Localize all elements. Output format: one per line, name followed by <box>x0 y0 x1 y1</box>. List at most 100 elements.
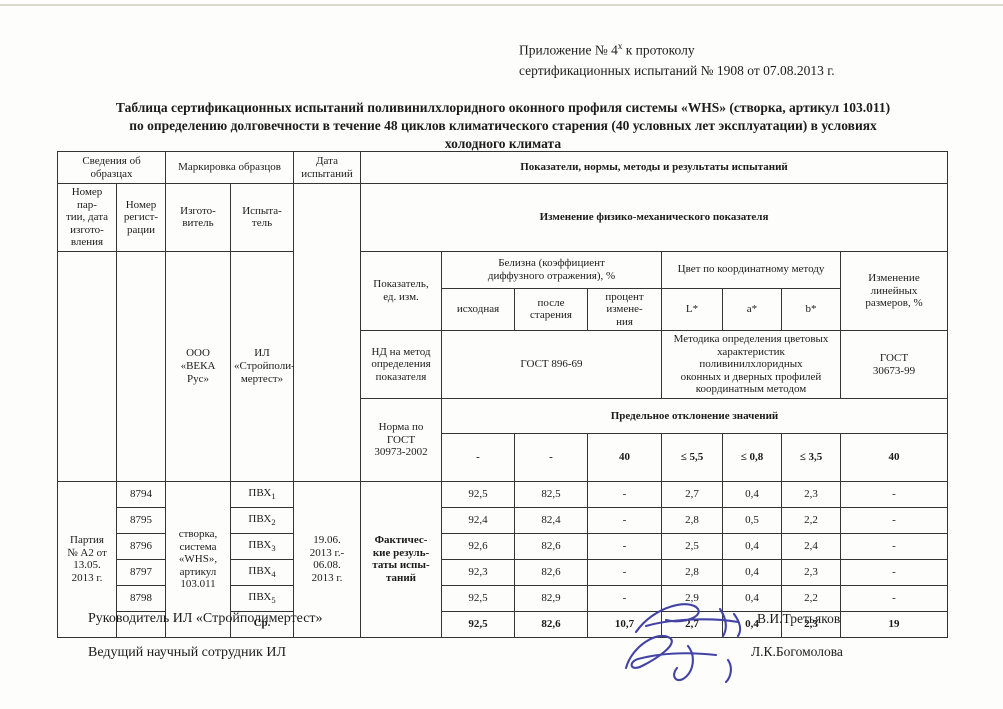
certification-table: Сведения об образцах Маркировка образцов… <box>57 151 949 638</box>
result-value-cell: 19 <box>839 610 949 638</box>
result-value-cell: 0,5 <box>722 506 782 534</box>
result-value-cell: 92,5 <box>441 480 515 508</box>
nd-whiteness-method: ГОСТ 896-69 <box>441 330 662 399</box>
header-after-aging: после старения <box>514 287 588 332</box>
nd-color-method: Методика определения цветовых характерис… <box>661 330 841 399</box>
header-b: b* <box>781 287 841 332</box>
header-batch-number: Номер пар- тии, дата изгото- вления <box>57 183 117 252</box>
sample-id-label: ПВХ <box>248 564 272 577</box>
result-value-cell: 82,9 <box>514 584 588 612</box>
result-value-cell: - <box>587 480 662 508</box>
result-value-cell: 92,5 <box>441 610 515 638</box>
result-value-cell: 2,8 <box>661 506 723 534</box>
sample-id-cell: ПВХ3 <box>230 532 294 560</box>
result-value-cell: 0,4 <box>722 532 782 560</box>
date-range-cell: 19.06. 2013 г.- 06.08. 2013 г. <box>293 480 361 638</box>
sample-id-label: ПВХ <box>248 538 272 551</box>
result-value-cell: - <box>587 558 662 586</box>
header-initial: исходная <box>441 287 515 332</box>
appendix-suffix: к протоколу <box>622 42 695 58</box>
tester-value-cell: ИЛ «Стройполи- мертест» <box>230 250 294 482</box>
sample-id-cell: ПВХ4 <box>230 558 294 586</box>
sample-id-label: ПВХ <box>248 512 272 525</box>
sample-id-cell: ПВХ2 <box>230 506 294 534</box>
norm-value-cell: - <box>514 432 588 482</box>
table-row: 8796 ПВХ3 92,6 82,6 - 2,5 0,4 2,4 - <box>58 532 949 560</box>
result-value-cell: - <box>587 506 662 534</box>
test-date-empty-cell <box>293 183 361 482</box>
signatory-role-1: Руководитель ИЛ «Стройполимертест» <box>88 611 323 626</box>
signatory-name-1: В.И.Третьяков <box>757 611 841 626</box>
result-value-cell: 2,7 <box>661 480 723 508</box>
group-header-marking: Маркировка образцов <box>165 151 294 184</box>
norm-value-cell: 40 <box>839 432 949 482</box>
norm-value-cell: ≤ 3,5 <box>781 432 841 482</box>
result-value-cell: 2,2 <box>781 506 841 534</box>
result-value-cell: - <box>839 506 949 534</box>
sample-id-cell: Ср. <box>230 610 294 638</box>
sample-id-cell: ПВХ1 <box>230 480 294 508</box>
result-value-cell: 82,6 <box>514 610 588 638</box>
handwritten-signatures <box>624 603 742 684</box>
header-manufacturer: Изгото- витель <box>165 183 231 252</box>
norm-value-cell: ≤ 5,5 <box>661 432 723 482</box>
document-title: Таблица сертификационных испытаний полив… <box>115 100 891 152</box>
result-value-cell: 82,6 <box>514 532 588 560</box>
reg-number-cell <box>116 610 166 638</box>
result-value-cell: 82,6 <box>514 558 588 586</box>
signatory-name-2: Л.К.Богомолова <box>751 644 843 659</box>
result-value-cell: - <box>839 480 949 508</box>
empty-cell <box>116 250 166 482</box>
norm-value-cell: - <box>441 432 515 482</box>
sample-id-subscript: 4 <box>271 569 276 580</box>
result-value-cell: 0,4 <box>722 480 782 508</box>
result-value-cell: 82,4 <box>514 506 588 534</box>
sample-id-label: Ср. <box>253 616 271 629</box>
sample-id-subscript: 5 <box>271 595 276 606</box>
group-header-indicators: Показатели, нормы, методы и результаты и… <box>359 151 949 184</box>
result-value-cell: 92,6 <box>441 532 515 560</box>
result-value-cell: - <box>839 584 949 612</box>
norm-value-cell: 40 <box>587 432 662 482</box>
header-percent-change: процент измене- ния <box>587 287 662 332</box>
sample-id-label: ПВХ <box>248 590 272 603</box>
table-row: Партия № А2 от 13.05. 2013 г. 8794 створ… <box>57 480 949 638</box>
sample-id-subscript: 3 <box>271 543 276 554</box>
header-linear-change: Изменение линейных размеров, % <box>839 250 949 332</box>
result-value-cell: 0,4 <box>722 610 782 638</box>
result-value-cell: 92,4 <box>441 506 515 534</box>
result-value-cell: 92,3 <box>441 558 515 586</box>
header-reg-number: Номер регист- рации <box>116 183 166 252</box>
result-value-cell: 2,3 <box>781 558 841 586</box>
result-value-cell: 0,4 <box>722 558 782 586</box>
result-value-cell: 2,4 <box>781 532 841 560</box>
appendix-line-1: Приложение № 4х к протоколу <box>519 40 835 61</box>
appendix-note: Приложение № 4х к протоколу сертификацио… <box>519 40 835 81</box>
header-a: a* <box>722 287 782 332</box>
header-tester: Испыта- тель <box>230 183 294 252</box>
sample-id-cell: ПВХ5 <box>230 584 294 612</box>
scan-edge-artifact <box>0 4 1003 6</box>
header-indicator-unit: Показатель, ед. изм. <box>360 250 442 332</box>
appendix-prefix: Приложение № 4 <box>519 42 618 58</box>
reg-number-cell: 8796 <box>116 532 166 560</box>
result-value-cell: 2,5 <box>661 532 723 560</box>
result-value-cell: - <box>587 532 662 560</box>
sample-id-subscript: 2 <box>271 517 276 528</box>
result-value-cell: 2,2 <box>781 584 841 612</box>
appendix-superscript: х <box>617 41 623 51</box>
manufacturer-value-cell: ООО «ВЕКА Рус» <box>165 250 231 482</box>
reg-number-cell: 8795 <box>116 506 166 534</box>
group-header-test-date: Дата испытаний <box>293 151 361 184</box>
norm-header: Предельное отклонение значений <box>440 397 949 434</box>
result-value-cell: - <box>839 532 949 560</box>
sample-desc-cell: створка, система «WHS», артикул 103.011 <box>165 480 231 638</box>
empty-cell <box>57 250 117 482</box>
batch-cell: Партия № А2 от 13.05. 2013 г. <box>57 480 117 638</box>
table-row-average: Ср. 92,5 82,6 10,7 2,7 0,4 2,3 19 <box>58 610 949 638</box>
norm-value-cell: ≤ 0,8 <box>722 432 782 482</box>
group-header-samples-info: Сведения об образцах <box>57 151 166 184</box>
result-value-cell: 92,5 <box>441 584 515 612</box>
header-whiteness: Белизна (коэффициент диффузного отражени… <box>441 250 662 289</box>
